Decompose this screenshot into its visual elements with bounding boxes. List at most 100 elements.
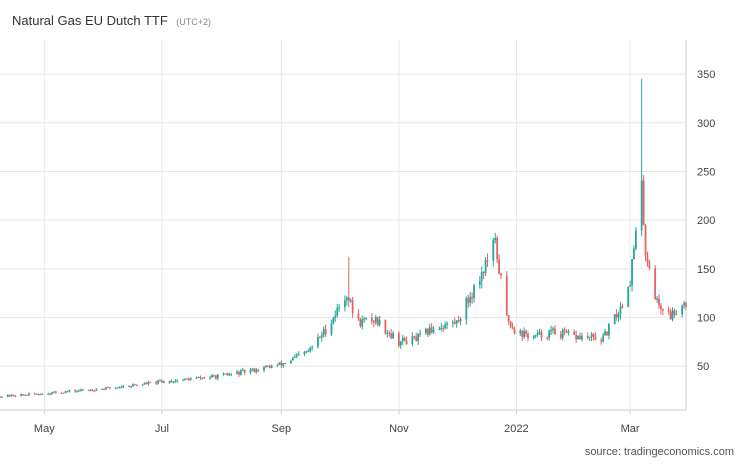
candle-body <box>76 390 78 392</box>
candle-body <box>347 297 350 301</box>
candle-body <box>344 300 346 308</box>
candle-body <box>521 330 524 337</box>
candle-body <box>49 393 52 395</box>
candle-body <box>681 305 684 315</box>
candle-body <box>332 317 335 324</box>
candle-body <box>505 275 508 316</box>
x-axis-ticks: May Jul Sep Nov 2022 Mar <box>34 423 640 435</box>
candle-body <box>392 333 395 339</box>
candle-body <box>145 383 148 385</box>
candle-body <box>548 330 551 338</box>
candle-body <box>613 314 616 325</box>
candle-body <box>386 332 389 334</box>
candles <box>0 78 687 399</box>
candle-body <box>95 389 98 391</box>
candle-body <box>546 337 549 339</box>
candle-body <box>66 391 69 393</box>
candle-body <box>648 262 651 269</box>
candle-body <box>455 320 458 324</box>
candle-body <box>586 335 589 338</box>
candle-body <box>211 375 213 378</box>
candle-body <box>451 322 454 324</box>
candle-body <box>143 383 146 385</box>
candle-body <box>507 315 510 322</box>
candle-body <box>282 363 285 366</box>
x-tick-label: Sep <box>272 423 292 435</box>
candle-body <box>238 371 240 375</box>
candle-body <box>276 364 279 366</box>
candle-body <box>257 369 260 371</box>
candle-body <box>509 321 512 327</box>
candle-body <box>162 381 165 383</box>
candle-body <box>656 298 658 300</box>
candle-body <box>469 296 472 303</box>
candle-body <box>133 384 136 386</box>
candle-body <box>590 334 593 337</box>
x-tick-label: Jul <box>155 423 169 435</box>
candle-body <box>39 394 42 396</box>
candle-body <box>334 315 337 318</box>
candle-body <box>226 373 229 375</box>
candle-body <box>8 394 11 397</box>
candle-body <box>168 380 171 383</box>
candle-body <box>170 380 173 383</box>
candle-body <box>372 321 375 323</box>
candle-body <box>284 363 287 365</box>
axes <box>0 40 687 414</box>
y-tick-label: 300 <box>697 118 715 130</box>
x-tick-label: 2022 <box>504 423 528 435</box>
candle-body <box>459 319 462 322</box>
candle-body <box>28 393 30 396</box>
candle-body <box>525 331 527 334</box>
candle-body <box>604 331 606 336</box>
candle-body <box>511 326 514 329</box>
candle-body <box>559 334 562 338</box>
candle-body <box>496 237 499 260</box>
candle-body <box>619 306 622 314</box>
candle-body <box>419 333 421 335</box>
candle-body <box>305 351 308 353</box>
candle-body <box>74 390 77 392</box>
candle-body <box>203 377 206 379</box>
y-tick-label: 100 <box>697 313 715 325</box>
candle-body <box>22 394 25 396</box>
candle-body <box>330 323 333 335</box>
candle-body <box>500 273 502 276</box>
candle-body <box>93 390 96 392</box>
candle-body <box>155 382 157 384</box>
candle-body <box>536 333 539 335</box>
candle-body <box>671 310 674 320</box>
candle-body <box>513 328 516 334</box>
candle-body <box>658 298 660 306</box>
candle-body <box>278 362 281 365</box>
candle-body <box>176 380 179 382</box>
candle-body <box>318 337 321 339</box>
candle-body <box>322 329 325 336</box>
candle-body <box>118 387 121 389</box>
candle-body <box>426 328 429 335</box>
candle-body <box>87 390 90 392</box>
x-tick-label: Mar <box>621 423 640 435</box>
candle-body <box>291 357 294 361</box>
y-tick-label: 250 <box>697 166 715 178</box>
candle-body <box>101 388 104 390</box>
candle-body <box>444 324 447 329</box>
source-credit: source: tradingeconomics.com <box>584 446 734 458</box>
candle-body <box>60 392 63 394</box>
candle-body <box>608 324 610 336</box>
candle-body <box>633 248 635 260</box>
candle-body <box>243 369 246 373</box>
candle-body <box>160 381 163 383</box>
y-tick-label: 150 <box>697 264 715 276</box>
candle-body <box>473 285 475 299</box>
candle-body <box>216 374 219 379</box>
candle-body <box>174 380 177 382</box>
candle-body <box>552 328 554 331</box>
candle-body <box>401 337 404 342</box>
candle-body <box>130 386 132 388</box>
chart-title: Natural Gas EU Dutch TTF <box>12 13 168 28</box>
candle-body <box>534 334 537 337</box>
candle-body <box>37 394 40 396</box>
candle-body <box>627 286 630 307</box>
candle-body <box>640 180 643 231</box>
